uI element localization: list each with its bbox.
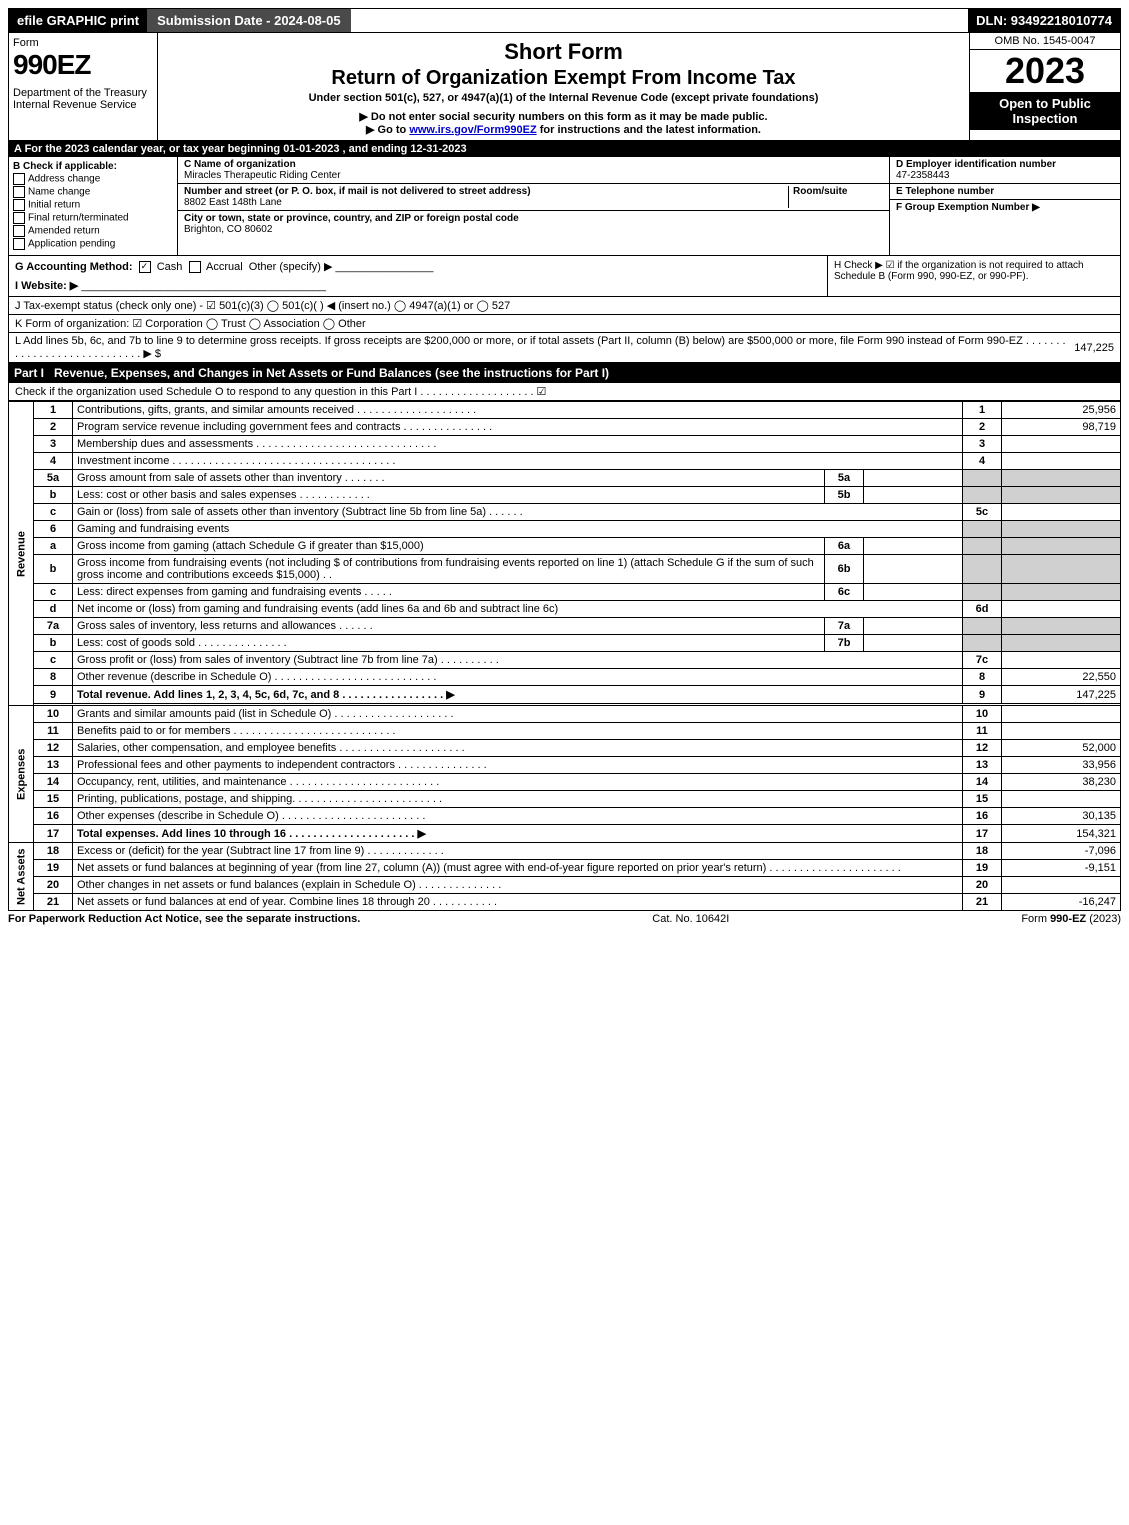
part-1-num: Part I	[14, 366, 54, 380]
open-inspection: Open to Public Inspection	[970, 92, 1120, 130]
line-12-amount: 52,000	[1002, 740, 1121, 757]
row-k: K Form of organization: ☑ Corporation ◯ …	[8, 315, 1121, 333]
line-3-amount	[1002, 436, 1121, 453]
line-13-amount: 33,956	[1002, 757, 1121, 774]
form-number: 990EZ	[13, 49, 153, 81]
col-b: B Check if applicable: Address change Na…	[9, 157, 178, 255]
line-8-amount: 22,550	[1002, 669, 1121, 686]
efile-label: efile GRAPHIC print	[9, 9, 147, 32]
org-name-cell: C Name of organization Miracles Therapeu…	[178, 157, 889, 184]
city-cell: City or town, state or province, country…	[178, 211, 889, 237]
title-return: Return of Organization Exempt From Incom…	[166, 67, 961, 90]
tax-year: 2023	[970, 50, 1120, 92]
phone-cell: E Telephone number	[890, 184, 1120, 200]
col-c: C Name of organization Miracles Therapeu…	[178, 157, 889, 255]
cb-final-return[interactable]: Final return/terminated	[13, 212, 173, 224]
line-4-amount	[1002, 453, 1121, 470]
title-short-form: Short Form	[166, 39, 961, 65]
dept-label: Department of the Treasury Internal Reve…	[13, 87, 153, 111]
line-9-amount: 147,225	[1002, 686, 1121, 704]
line-18-amount: -7,096	[1002, 843, 1121, 860]
col-d: D Employer identification number 47-2358…	[889, 157, 1120, 255]
line-5c-amount	[1002, 504, 1121, 521]
form-word: Form	[13, 37, 153, 49]
ein-value: 47-2358443	[896, 170, 1114, 181]
line-6d-amount	[1002, 601, 1121, 618]
top-bar: efile GRAPHIC print Submission Date - 20…	[8, 8, 1121, 33]
row-j: J Tax-exempt status (check only one) - ☑…	[8, 297, 1121, 315]
line-14-amount: 38,230	[1002, 774, 1121, 791]
line-15-amount	[1002, 791, 1121, 808]
header-center: Short Form Return of Organization Exempt…	[158, 33, 969, 140]
cb-application-pending[interactable]: Application pending	[13, 238, 173, 250]
section-a: A For the 2023 calendar year, or tax yea…	[8, 141, 1121, 157]
org-address: 8802 East 148th Lane	[184, 197, 788, 208]
line-11-amount	[1002, 723, 1121, 740]
org-name: Miracles Therapeutic Riding Center	[184, 170, 883, 181]
irs-link[interactable]: www.irs.gov/Form990EZ	[409, 124, 536, 136]
dln-label: DLN: 93492218010774	[968, 9, 1120, 32]
line-7c-amount	[1002, 652, 1121, 669]
header-right: OMB No. 1545-0047 2023 Open to Public In…	[969, 33, 1120, 140]
line-20-amount	[1002, 877, 1121, 894]
ssn-note: ▶ Do not enter social security numbers o…	[166, 110, 961, 123]
form-header: Form 990EZ Department of the Treasury In…	[8, 33, 1121, 141]
org-city: Brighton, CO 80602	[184, 224, 883, 235]
line-1-amount: 25,956	[1002, 402, 1121, 419]
line-21-amount: -16,247	[1002, 894, 1121, 911]
page-footer: For Paperwork Reduction Act Notice, see …	[8, 911, 1121, 927]
cb-cash[interactable]	[139, 261, 151, 273]
line-2-amount: 98,719	[1002, 419, 1121, 436]
cb-name-change[interactable]: Name change	[13, 186, 173, 198]
net-assets-side-label: Net Assets	[9, 843, 34, 911]
row-g: G Accounting Method: Cash Accrual Other …	[9, 256, 827, 296]
line-10-amount	[1002, 706, 1121, 723]
line-16-amount: 30,135	[1002, 808, 1121, 825]
line-table: Revenue 1Contributions, gifts, grants, a…	[8, 401, 1121, 911]
footer-right: Form 990-EZ (2023)	[1021, 913, 1121, 925]
goto-note: ▶ Go to www.irs.gov/Form990EZ for instru…	[166, 123, 961, 136]
line-17-amount: 154,321	[1002, 825, 1121, 843]
cb-amended-return[interactable]: Amended return	[13, 225, 173, 237]
submission-date: Submission Date - 2024-08-05	[147, 9, 351, 32]
part-1-header: Part I Revenue, Expenses, and Changes in…	[8, 363, 1121, 383]
row-h: H Check ▶ ☑ if the organization is not r…	[827, 256, 1120, 296]
row-l-value: 147,225	[1074, 342, 1114, 354]
addr-cell: Number and street (or P. O. box, if mail…	[178, 184, 889, 211]
line-19-amount: -9,151	[1002, 860, 1121, 877]
row-i: I Website: ▶	[15, 280, 78, 292]
col-b-header: B Check if applicable:	[13, 161, 173, 172]
subtitle: Under section 501(c), 527, or 4947(a)(1)…	[166, 92, 961, 104]
cb-address-change[interactable]: Address change	[13, 173, 173, 185]
ein-cell: D Employer identification number 47-2358…	[890, 157, 1120, 184]
revenue-side-label: Revenue	[9, 402, 34, 706]
omb-number: OMB No. 1545-0047	[970, 33, 1120, 50]
cb-accrual[interactable]	[189, 261, 201, 273]
part-1-check: Check if the organization used Schedule …	[8, 383, 1121, 401]
footer-mid: Cat. No. 10642I	[652, 913, 729, 925]
cb-initial-return[interactable]: Initial return	[13, 199, 173, 211]
header-left: Form 990EZ Department of the Treasury In…	[9, 33, 158, 140]
part-1-title: Revenue, Expenses, and Changes in Net As…	[54, 366, 1115, 380]
info-grid: B Check if applicable: Address change Na…	[8, 157, 1121, 256]
footer-left: For Paperwork Reduction Act Notice, see …	[8, 913, 360, 925]
row-l: L Add lines 5b, 6c, and 7b to line 9 to …	[8, 333, 1121, 363]
expenses-side-label: Expenses	[9, 706, 34, 843]
group-cell: F Group Exemption Number ▶	[890, 200, 1120, 215]
